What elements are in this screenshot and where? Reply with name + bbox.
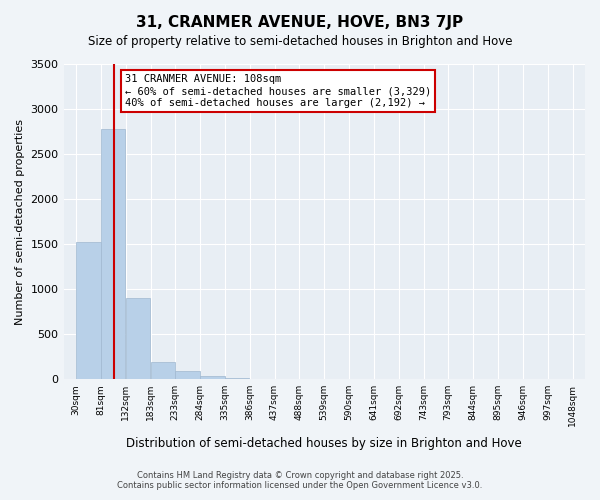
- Text: 31 CRANMER AVENUE: 108sqm
← 60% of semi-detached houses are smaller (3,329)
40% : 31 CRANMER AVENUE: 108sqm ← 60% of semi-…: [125, 74, 431, 108]
- Text: 31, CRANMER AVENUE, HOVE, BN3 7JP: 31, CRANMER AVENUE, HOVE, BN3 7JP: [136, 15, 464, 30]
- Bar: [200, 376, 224, 379]
- X-axis label: Distribution of semi-detached houses by size in Brighton and Hove: Distribution of semi-detached houses by …: [127, 437, 522, 450]
- Bar: [76, 242, 101, 379]
- Bar: [101, 129, 125, 379]
- Bar: [175, 371, 200, 379]
- Text: Size of property relative to semi-detached houses in Brighton and Hove: Size of property relative to semi-detach…: [88, 35, 512, 48]
- Bar: [151, 362, 175, 379]
- Text: Contains HM Land Registry data © Crown copyright and database right 2025.
Contai: Contains HM Land Registry data © Crown c…: [118, 470, 482, 490]
- Y-axis label: Number of semi-detached properties: Number of semi-detached properties: [15, 118, 25, 324]
- Bar: [225, 378, 250, 379]
- Bar: [126, 298, 151, 379]
